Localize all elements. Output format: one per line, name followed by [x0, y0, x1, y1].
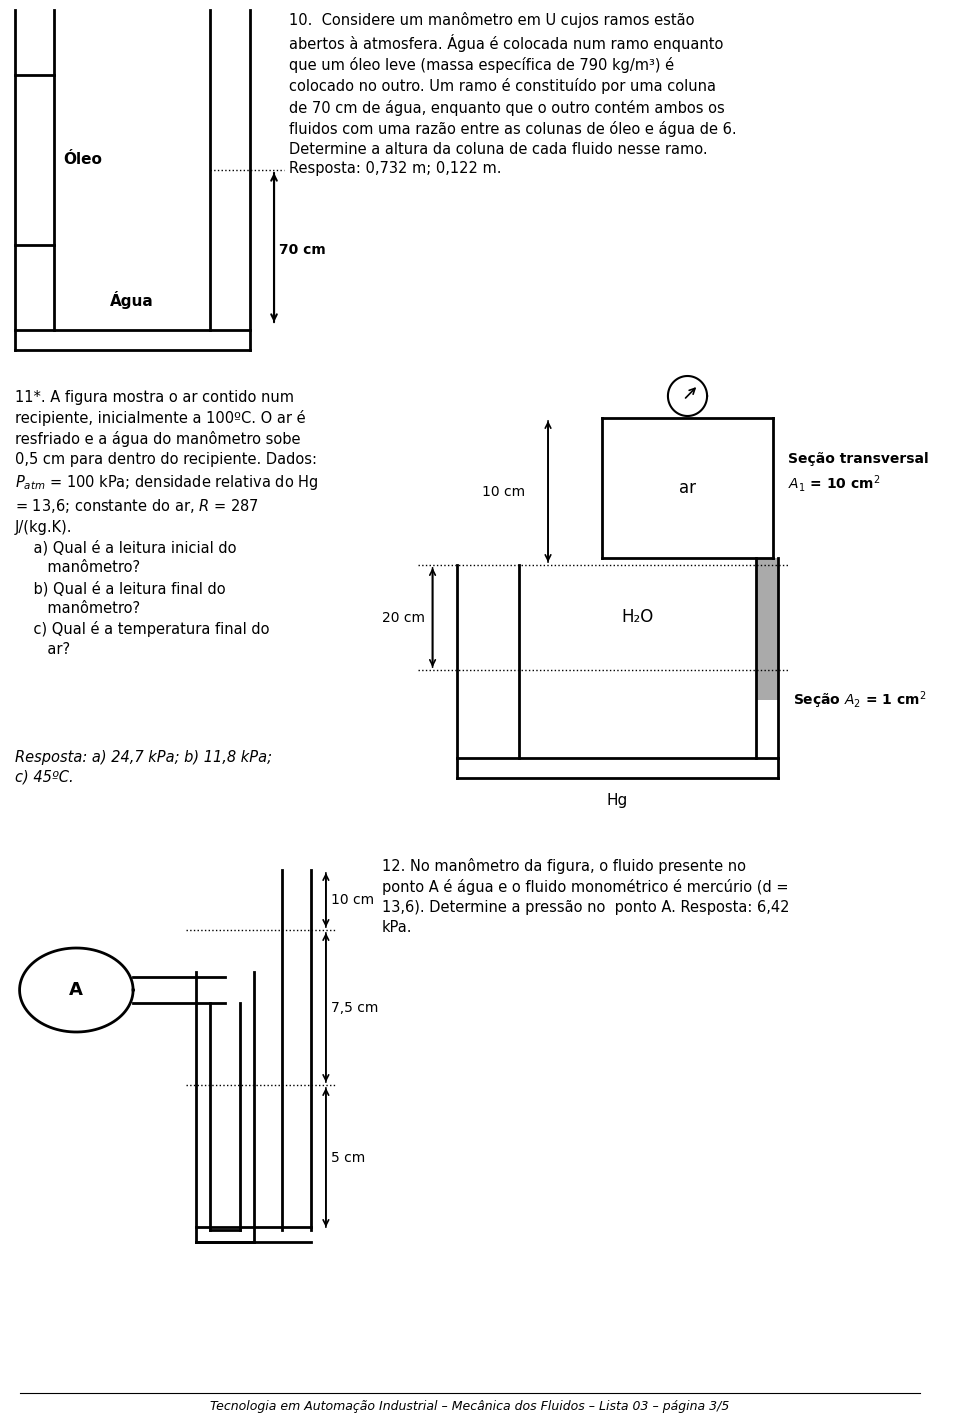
Text: Tecnologia em Automação Industrial – Mecânica dos Fluidos – Lista 03 – página 3/: Tecnologia em Automação Industrial – Mec… — [210, 1400, 730, 1413]
Text: Hg: Hg — [607, 793, 628, 808]
Text: Óleo: Óleo — [63, 153, 103, 167]
Text: 10.  Considere um manômetro em U cujos ramos estão
abertos à atmosfera. Água é c: 10. Considere um manômetro em U cujos ra… — [289, 11, 736, 177]
Text: ar: ar — [679, 479, 696, 497]
Text: 20 cm: 20 cm — [382, 611, 424, 625]
Text: A: A — [69, 980, 84, 999]
Text: 10 cm: 10 cm — [483, 485, 525, 498]
Text: Água: Água — [110, 291, 154, 310]
Text: 5 cm: 5 cm — [331, 1150, 365, 1164]
Text: 10 cm: 10 cm — [331, 893, 373, 908]
Text: 70 cm: 70 cm — [279, 243, 325, 257]
Text: 12. No manômetro da figura, o fluido presente no
ponto A é água e o fluido monom: 12. No manômetro da figura, o fluido pre… — [382, 858, 789, 935]
Text: 7,5 cm: 7,5 cm — [331, 1000, 378, 1015]
Text: Resposta: a) 24,7 kPa; b) 11,8 kPa;
c) 45ºC.: Resposta: a) 24,7 kPa; b) 11,8 kPa; c) 4… — [14, 751, 272, 785]
Text: Seção $A_2$ = 1 cm$^2$: Seção $A_2$ = 1 cm$^2$ — [793, 689, 926, 711]
Text: Seção transversal
$A_1$ = 10 cm$^2$: Seção transversal $A_1$ = 10 cm$^2$ — [788, 452, 928, 494]
Text: 11*. A figura mostra o ar contido num
recipiente, inicialmente a 100ºC. O ar é
r: 11*. A figura mostra o ar contido num re… — [14, 390, 319, 656]
Text: H₂O: H₂O — [621, 608, 653, 626]
Bar — [756, 558, 778, 701]
